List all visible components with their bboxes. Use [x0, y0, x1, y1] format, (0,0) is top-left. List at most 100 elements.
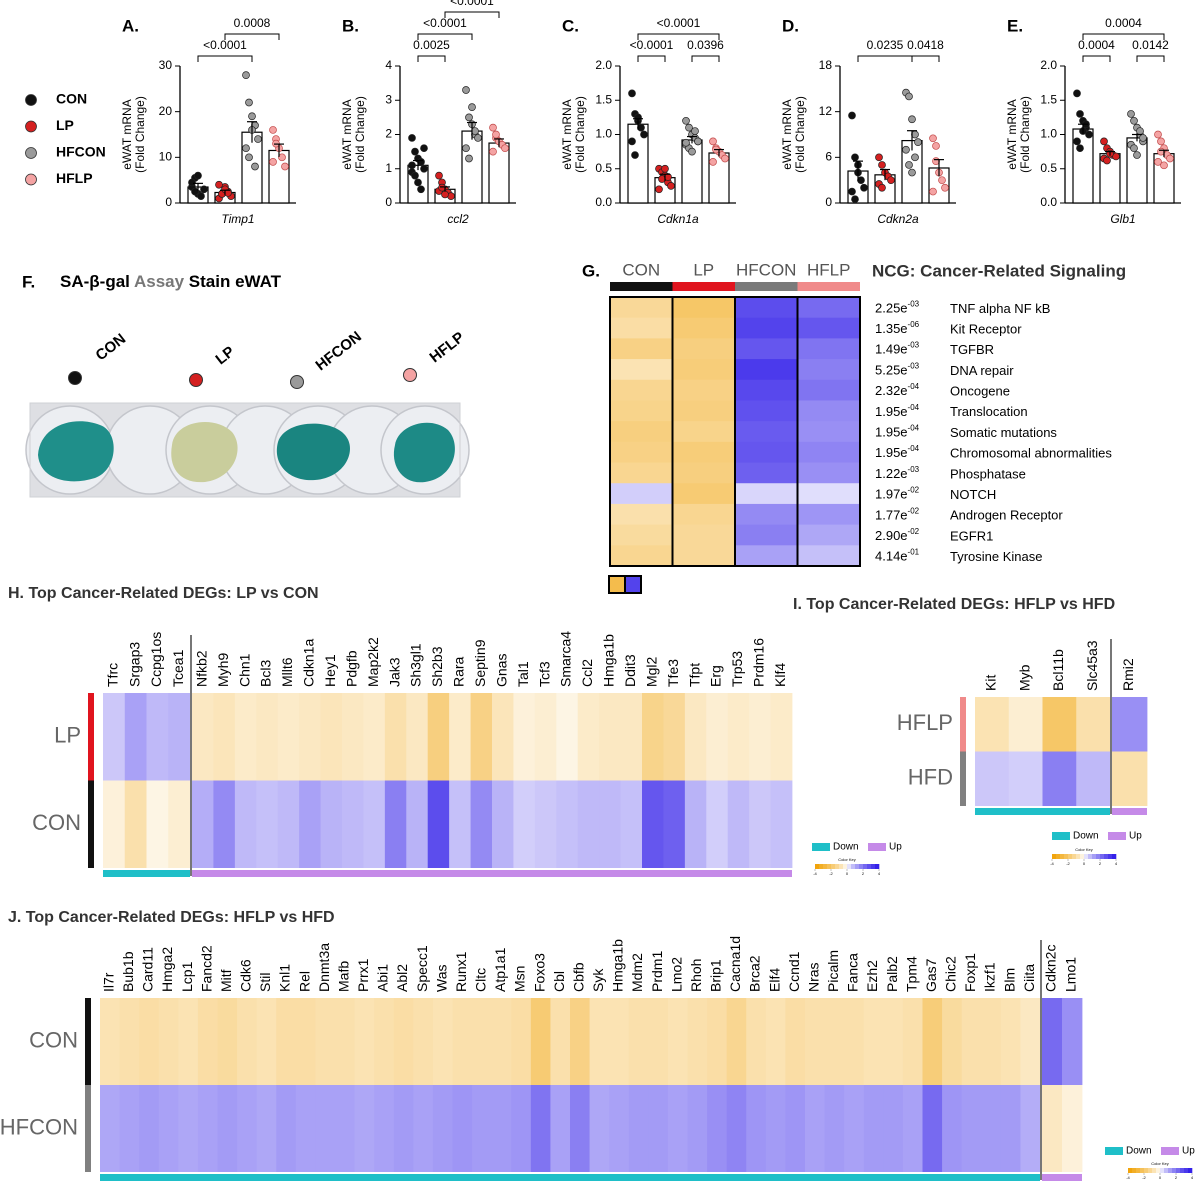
gene-label: Bub1b: [120, 951, 136, 992]
y-tick-label: 20: [159, 104, 173, 118]
y-tick-label: 1.5: [595, 92, 612, 106]
heatmap-cell: [785, 998, 806, 1085]
color-key-step: [1056, 854, 1061, 859]
key-swatch: [608, 575, 626, 594]
heatmap-cell: [256, 998, 277, 1085]
color-key-label: -4: [1126, 1175, 1130, 1180]
data-point: [1136, 127, 1144, 135]
p-value: 1.35e-06: [875, 320, 920, 336]
gene-label: Pdgfb: [343, 650, 359, 687]
color-key-step: [1092, 854, 1097, 859]
p-mantissa: 1.35e: [875, 321, 908, 336]
heatmap-cell: [844, 998, 865, 1085]
p-mantissa: 1.95e: [875, 425, 908, 440]
heatmap-cell: [492, 693, 514, 781]
significance-bracket: [417, 55, 446, 62]
gene-label: Brip1: [708, 959, 724, 992]
significance-bracket: [1082, 55, 1111, 62]
significance-bracket: [857, 55, 913, 62]
heatmap-cell: [427, 780, 450, 868]
heatmap-cell: [648, 998, 669, 1085]
heatmap-cell: [295, 998, 316, 1085]
heatmap-cell: [100, 1085, 120, 1172]
y-tick-label: 2: [385, 127, 392, 141]
significance-bracket: [637, 55, 666, 62]
y-tick-label: 0: [385, 195, 392, 209]
y-axis-label: eWAT mRNA: [1005, 99, 1019, 169]
up-bar: [1112, 808, 1147, 815]
data-point: [860, 183, 868, 192]
y-tick-label: 0: [165, 195, 172, 209]
gene-label: Jak3: [386, 657, 402, 687]
group-bar: [960, 751, 966, 806]
data-point: [851, 195, 859, 204]
heatmap-cell: [342, 780, 364, 868]
heatmap-cell: [883, 998, 904, 1085]
color-key-step: [867, 864, 872, 869]
heatmap-cell: [237, 1085, 258, 1172]
heatmap-cell: [687, 1085, 708, 1172]
p-value-label: <0.0001: [657, 16, 701, 30]
heatmap-cell: [797, 545, 861, 567]
gene-label: Specc1: [414, 945, 430, 992]
tissue: [38, 421, 114, 482]
p-value: 1.95e-04: [875, 444, 920, 460]
p-exponent: -02: [908, 486, 920, 495]
data-point: [667, 182, 675, 190]
heatmap-cell: [672, 483, 736, 505]
color-key-step: [1132, 1168, 1137, 1173]
data-point: [215, 180, 223, 189]
p-exponent: -03: [908, 341, 920, 350]
heatmap-cell: [1020, 998, 1041, 1085]
p-value-label: 0.0008: [234, 16, 271, 30]
heatmap-cell: [1112, 751, 1148, 806]
heatmap-cell: [735, 483, 798, 505]
gene-label: Il7r: [100, 972, 116, 992]
heatmap-cell: [1076, 697, 1111, 752]
legend-marker: [25, 147, 37, 159]
data-point: [848, 187, 856, 196]
gene-label: Klf4: [772, 663, 788, 687]
color-key-step: [1064, 854, 1069, 859]
gene-label: Fanca: [845, 953, 861, 992]
legend-label: Down: [1126, 1146, 1152, 1157]
significance-bracket: [637, 33, 720, 40]
gene-label: Hmga2: [159, 947, 175, 992]
data-point: [474, 134, 482, 142]
heatmap-cell: [824, 1085, 845, 1172]
color-key-label: -4: [1050, 861, 1054, 866]
y-tick-label: 0: [825, 195, 832, 209]
p-value: 4.14e-01: [875, 548, 920, 564]
heatmap-cell: [1008, 697, 1043, 752]
gene-label: Tfe3: [665, 659, 681, 687]
heatmap-cell: [805, 1085, 825, 1172]
group-bar: [960, 697, 966, 752]
heatmap-cell: [706, 780, 729, 868]
heatmap-cell: [620, 693, 643, 781]
heatmap-cell: [684, 780, 707, 868]
down-bar: [103, 870, 190, 877]
group-label: HFCON: [0, 1114, 78, 1139]
heatmap-cell: [642, 780, 664, 868]
heatmap-cell: [103, 780, 126, 868]
gene-label: Rhoh: [688, 959, 704, 992]
gene-label: Cbfb: [570, 962, 586, 992]
gene-label: Msn: [512, 966, 528, 992]
x-axis-label: Timp1: [221, 212, 254, 226]
sample-label: LP: [212, 343, 238, 368]
heatmap-cell: [158, 1085, 179, 1172]
data-point: [878, 161, 886, 169]
heatmap-cell: [610, 317, 673, 339]
data-point: [1127, 110, 1135, 118]
data-point: [628, 137, 636, 146]
heatmap-cell: [687, 998, 708, 1085]
heatmap-cell: [534, 780, 557, 868]
heatmap-cell: [735, 545, 798, 567]
photo-title: SA-β-gal Assay Stain eWAT: [60, 272, 282, 291]
color-key-step: [1112, 854, 1117, 859]
heatmap-cell: [427, 693, 450, 781]
photo-panel: F. SA-β-gal Assay Stain eWAT: [22, 272, 470, 498]
heatmap-cell: [256, 693, 279, 781]
heatmap-cell: [217, 998, 238, 1085]
sample-dot: [68, 371, 82, 385]
